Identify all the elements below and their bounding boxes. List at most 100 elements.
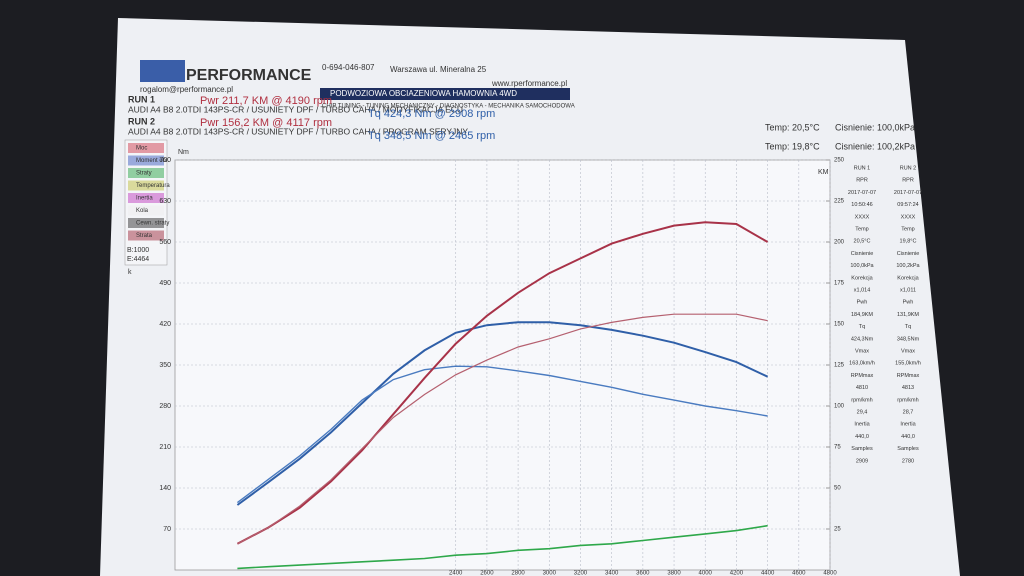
panel-item: Moc (136, 146, 147, 152)
side-cell: 2017-07-07 (848, 190, 876, 196)
side-cell: 2780 (902, 458, 914, 464)
side-cell: Cisnienie (897, 251, 920, 257)
side-cell: Vmax (855, 348, 869, 354)
run-temp: Temp: 19,8°C (765, 141, 820, 151)
side-cell: Temp (901, 226, 914, 232)
side-cell: 440,0 (901, 434, 915, 440)
panel-item: Kola (136, 208, 149, 214)
brand: PERFORMANCE (186, 67, 312, 84)
side-cell: RPR (902, 178, 914, 184)
side-cell: XXXX (855, 214, 870, 220)
y2-tick-label: 125 (834, 363, 845, 369)
side-cell: Pwh (857, 300, 868, 306)
x-tick-label: 4000 (699, 571, 713, 576)
side-cell: Samples (897, 446, 919, 452)
panel-swatch (128, 193, 164, 203)
y-axis-label: Nm (178, 149, 189, 156)
panel-swatch (128, 168, 164, 178)
side-cell: 4810 (856, 385, 868, 391)
y2-tick-label: 75 (834, 445, 841, 451)
series-line (237, 524, 768, 570)
side-cell: Cisnienie (851, 251, 874, 257)
side-cell: Vmax (901, 348, 915, 354)
panel-swatch (128, 155, 164, 166)
y-tick-label: 140 (159, 485, 171, 492)
series-line (237, 313, 768, 545)
side-cell: Pwh (903, 300, 914, 306)
panel-items: Moc Moment obr. Straty Temperatura Inertia Ko… (128, 143, 170, 241)
x-tick-label: 2600 (480, 571, 494, 576)
y2-axis-label: KM (818, 169, 829, 176)
side-cell: XXXX (901, 214, 916, 220)
side-cell: x1,011 (900, 287, 916, 293)
panel-swatch (128, 230, 164, 241)
side-cell: Tq (905, 324, 911, 330)
side-cell: Temp (855, 226, 868, 232)
side-table: RUN 1 RUN 2 RPR RPR 2017-07-07 2017-07-07 10:5… (848, 165, 922, 464)
side-cell: Samples (851, 446, 873, 452)
end: E:4464 (127, 256, 149, 263)
side-cell: rpm/kmh (897, 397, 918, 403)
y-tick-label: 560 (159, 239, 171, 246)
side-cell: RPMmax (851, 373, 874, 379)
y2-tick-label: 25 (834, 527, 841, 533)
run-pressure: Cisnienie: 100,0kPa (835, 122, 915, 132)
web: www.rperformance.pl (491, 79, 567, 88)
x-tick-label: 3400 (605, 571, 619, 576)
y-tick-label: 280 (159, 403, 171, 410)
side-cell: 131,9KM (897, 312, 919, 318)
run-torque: Tq 348,5 Nm @ 2465 rpm (368, 130, 495, 142)
phone: 0-694-046-807 (322, 63, 375, 72)
side-cell: 28,7 (903, 409, 914, 415)
key: k (128, 269, 132, 276)
side-cell: 184,9KM (851, 312, 873, 318)
side-cell: Korekcja (897, 275, 919, 281)
run-label: RUN 2 (128, 116, 155, 126)
x-tick-label: 3600 (636, 571, 650, 576)
y2-tick-label: 225 (834, 199, 845, 205)
side-cell: RPMmax (897, 373, 920, 379)
y2-tick-label: 200 (834, 240, 845, 246)
side-cell: 440,0 (855, 434, 869, 440)
panel-swatch (128, 180, 164, 191)
side-cell: RPR (856, 178, 868, 184)
series-line (236, 221, 769, 545)
side-cell: Korekcja (851, 275, 873, 281)
side-cell: x1,014 (854, 287, 871, 293)
y2-tick-label: 250 (834, 158, 845, 164)
address: Warszawa ul. Mineralna 25 (390, 65, 487, 74)
side-cell: Tq (859, 324, 865, 330)
side-cell: 163,0km/h (849, 361, 875, 367)
side-cell: 20,5°C (854, 239, 871, 245)
panel-item: Cewn. straty (136, 221, 169, 227)
side-cell: 4813 (902, 385, 914, 391)
run-torque: Tq 424,3 Nm @ 2908 rpm (368, 108, 495, 120)
y2-tick-label: 175 (834, 281, 845, 287)
plot: Nm KM 70 140 210 280 350 420 490 560 630 700 25 50 75 1… (159, 149, 844, 576)
services: CHIP TUNING - TUNING MECHANICZNY - DIAGN… (322, 104, 575, 110)
side-cell: 424,3Nm (851, 336, 874, 342)
side-cell: 2909 (856, 458, 868, 464)
series-line (236, 365, 768, 504)
y2-tick-label: 50 (834, 486, 841, 492)
side-cell: RUN 1 (854, 165, 871, 171)
series-line (236, 321, 769, 506)
banner-bg (320, 88, 570, 100)
side-cell: RUN 2 (900, 165, 917, 171)
run-temp: Temp: 20,5°C (765, 122, 820, 132)
x-tick-label: 4600 (792, 571, 806, 576)
run-power: Pwr 211,7 KM @ 4190 rpm (200, 95, 332, 107)
panel-item: Temperatura (136, 183, 170, 189)
banner: PODWOZIOWA OBCIAZENIOWA HAMOWNIA 4WD (330, 89, 517, 98)
run-label: RUN 1 (128, 94, 155, 104)
y-tick-label: 210 (159, 444, 171, 451)
x-tick-label: 4200 (730, 571, 744, 576)
email: rogalom@rperformance.pl (140, 85, 233, 94)
side-cell: Inertia (900, 422, 916, 428)
y-tick-label: 70 (163, 526, 171, 533)
panel-item: Strata (136, 233, 153, 239)
side-cell: 29,4 (857, 409, 868, 415)
